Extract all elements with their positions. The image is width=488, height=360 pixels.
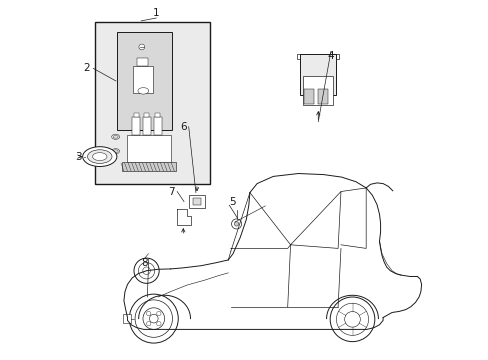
- Bar: [142, 117, 151, 135]
- Circle shape: [231, 219, 241, 229]
- Ellipse shape: [111, 134, 120, 139]
- Text: 4: 4: [327, 51, 333, 61]
- Text: 6: 6: [180, 122, 186, 132]
- Bar: [133, 113, 139, 117]
- Bar: [153, 117, 162, 135]
- Ellipse shape: [138, 87, 148, 94]
- Ellipse shape: [113, 150, 118, 153]
- Bar: [303, 76, 333, 105]
- Ellipse shape: [111, 149, 120, 154]
- Ellipse shape: [87, 150, 112, 163]
- Bar: [122, 162, 176, 171]
- Bar: [188, 195, 204, 208]
- Bar: [192, 198, 201, 205]
- Circle shape: [234, 222, 238, 226]
- Bar: [127, 135, 170, 162]
- Text: 7: 7: [168, 186, 175, 197]
- Ellipse shape: [82, 147, 117, 166]
- Ellipse shape: [92, 153, 107, 161]
- Circle shape: [139, 44, 144, 50]
- Bar: [137, 58, 147, 66]
- Bar: [300, 54, 336, 94]
- Bar: [95, 22, 210, 184]
- Bar: [303, 89, 313, 104]
- Bar: [317, 89, 327, 104]
- Bar: [117, 32, 172, 130]
- Text: 3: 3: [75, 152, 81, 162]
- Text: 2: 2: [83, 63, 90, 73]
- Bar: [122, 314, 130, 323]
- Text: 5: 5: [229, 197, 236, 207]
- Text: 8: 8: [141, 258, 147, 268]
- Text: 1: 1: [153, 8, 159, 18]
- Bar: [144, 113, 149, 117]
- Bar: [132, 117, 140, 135]
- Bar: [133, 66, 153, 93]
- Bar: [155, 113, 160, 117]
- Ellipse shape: [113, 135, 118, 138]
